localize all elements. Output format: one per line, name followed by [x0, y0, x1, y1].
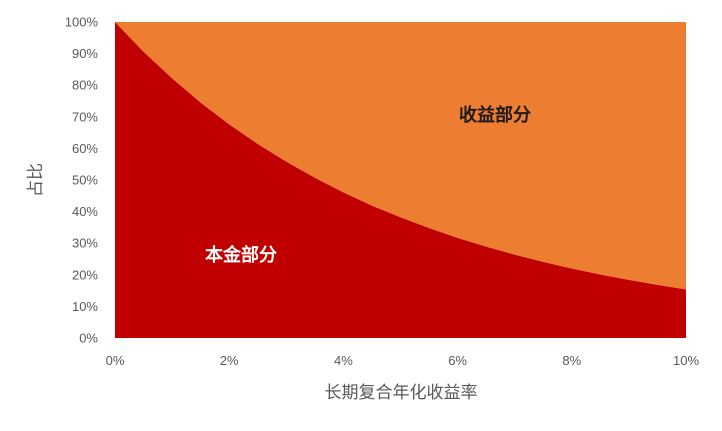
plot-areas	[115, 22, 686, 338]
y-axis-ticks: 0% 10% 20% 30% 40% 50% 60% 70% 80% 90% 100%	[65, 15, 99, 346]
x-tick-label: 2%	[220, 353, 239, 368]
y-tick-label: 50%	[72, 173, 98, 188]
x-axis-title: 长期复合年化收益率	[325, 383, 478, 403]
x-axis-ticks: 0% 2% 4% 6% 8% 10%	[106, 353, 700, 368]
y-tick-label: 80%	[72, 78, 98, 93]
x-tick-label: 10%	[673, 353, 699, 368]
y-tick-label: 60%	[72, 141, 98, 156]
y-tick-label: 0%	[79, 331, 98, 346]
y-tick-label: 10%	[72, 299, 98, 314]
x-tick-label: 0%	[106, 353, 125, 368]
y-tick-label: 40%	[72, 204, 98, 219]
y-tick-label: 100%	[65, 15, 99, 30]
y-tick-label: 90%	[72, 46, 98, 61]
y-tick-label: 70%	[72, 109, 98, 124]
area-labels: 收益部分 本金部分	[205, 104, 531, 266]
y-axis-title: 占比	[26, 163, 46, 197]
y-tick-label: 20%	[72, 267, 98, 282]
x-tick-label: 4%	[334, 353, 353, 368]
x-tick-label: 8%	[562, 353, 581, 368]
y-tick-label: 30%	[72, 236, 98, 251]
area-series-0	[115, 22, 686, 338]
area-label-principal: 本金部分	[205, 244, 277, 266]
x-tick-label: 6%	[448, 353, 467, 368]
area-label-income: 收益部分	[459, 104, 531, 126]
area-series-1	[115, 22, 686, 290]
